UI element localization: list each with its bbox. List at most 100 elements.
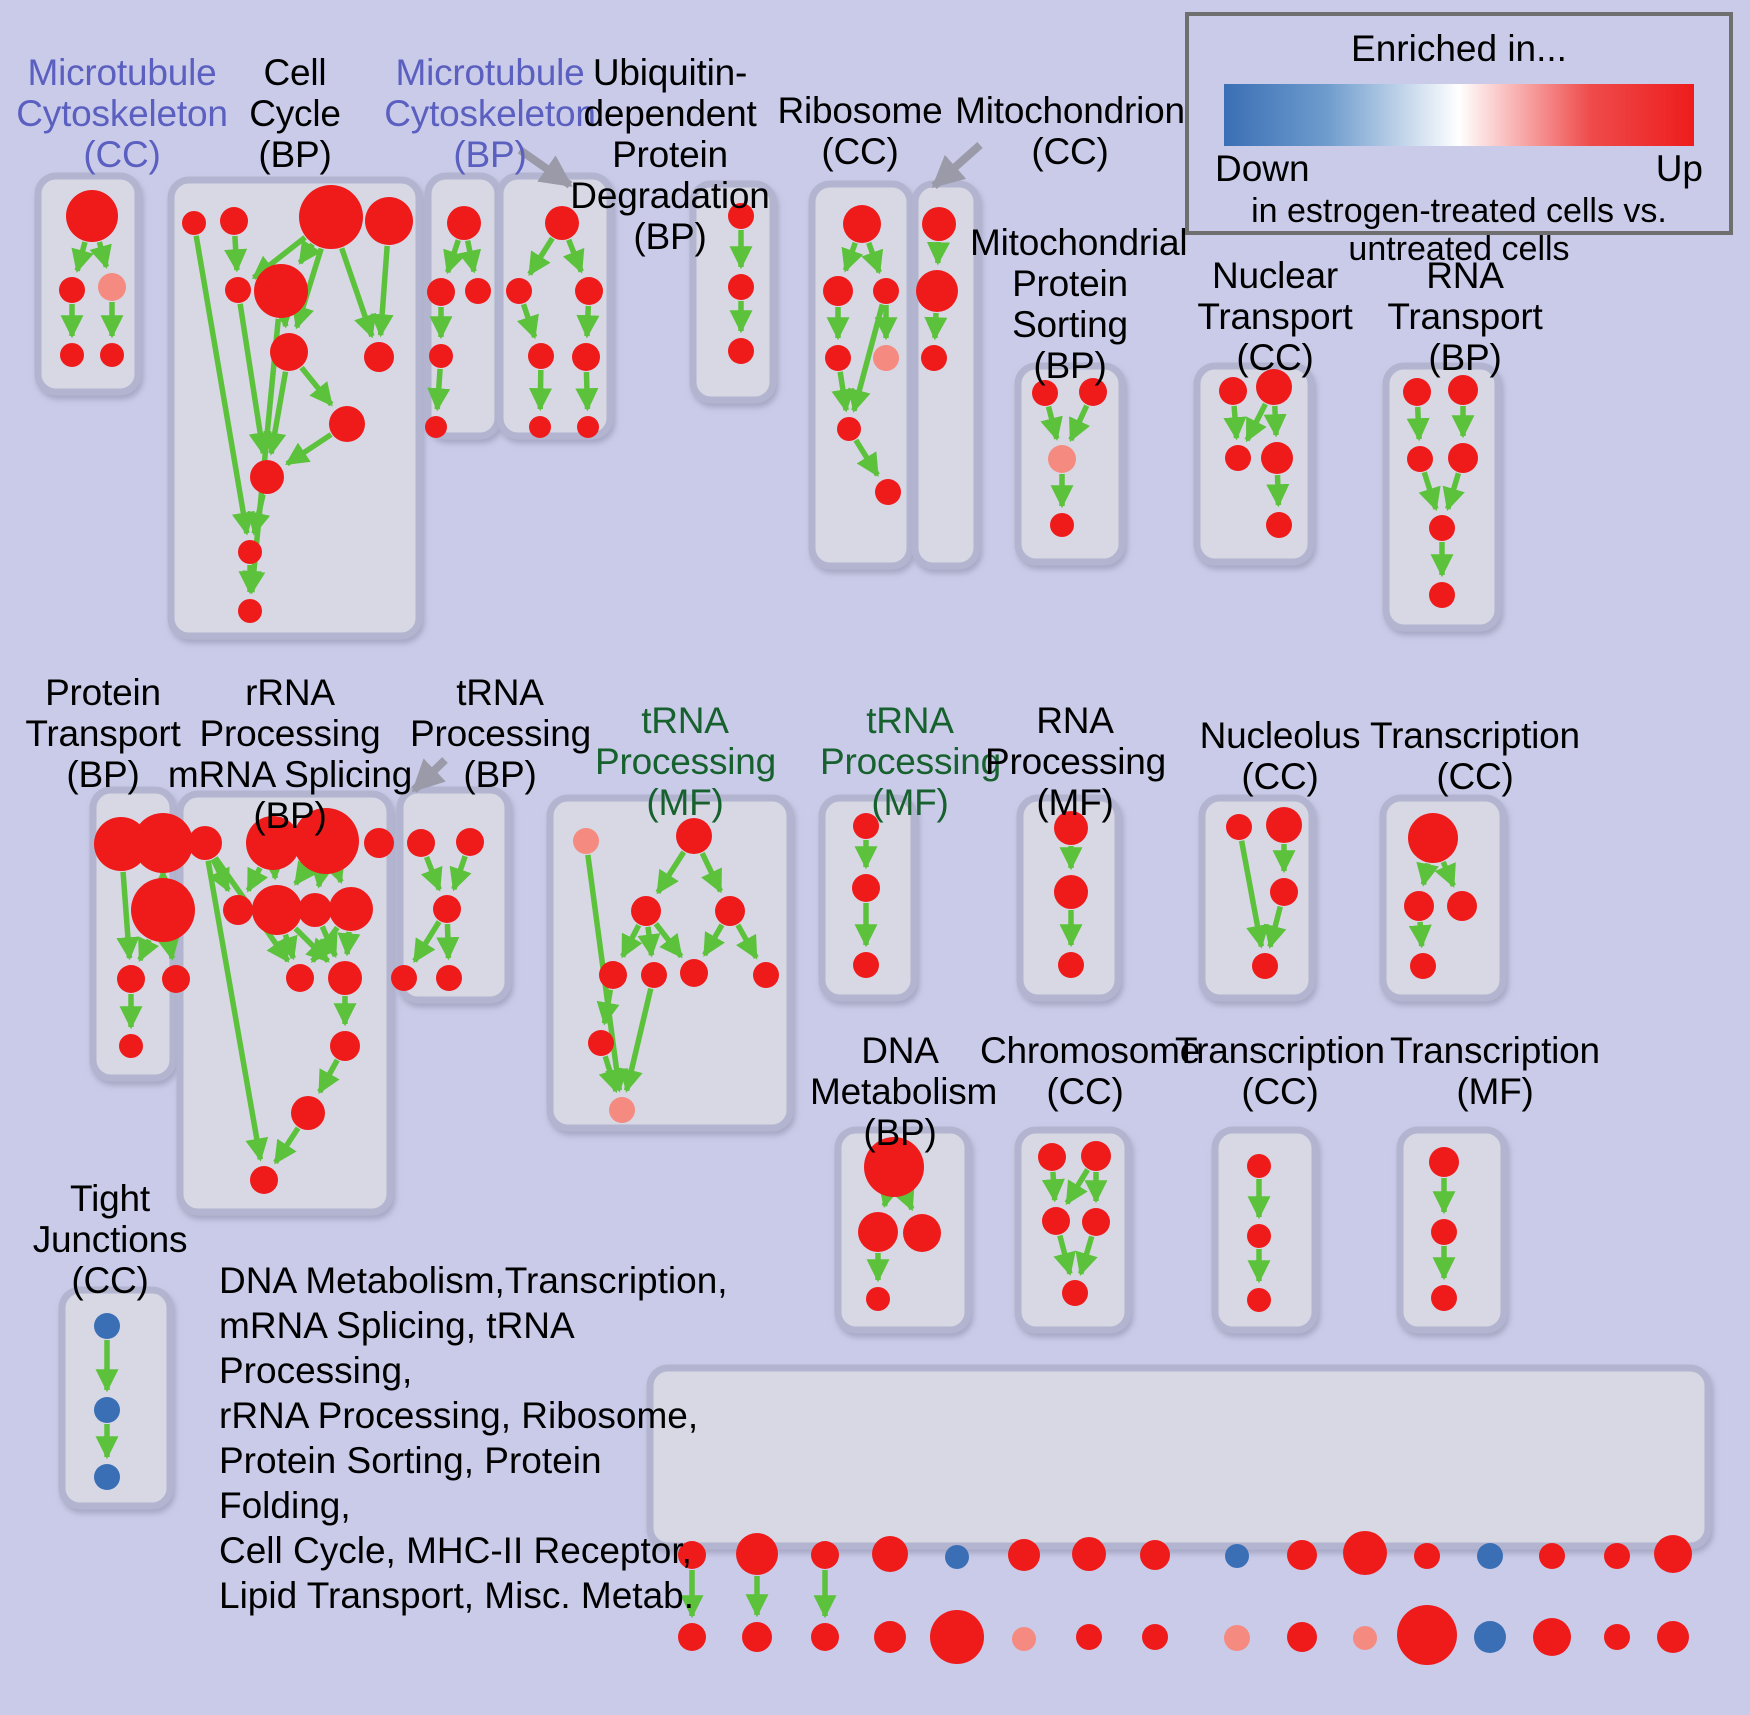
graph-node[interactable] xyxy=(575,277,603,305)
graph-node[interactable] xyxy=(270,333,308,371)
graph-node[interactable] xyxy=(1353,1626,1377,1650)
graph-node[interactable] xyxy=(1270,878,1298,906)
graph-node[interactable] xyxy=(678,1541,706,1569)
graph-node[interactable] xyxy=(853,952,879,978)
graph-node[interactable] xyxy=(188,826,222,860)
graph-node[interactable] xyxy=(1247,1224,1271,1248)
graph-node[interactable] xyxy=(1050,513,1074,537)
graph-node[interactable] xyxy=(223,895,253,925)
graph-node[interactable] xyxy=(843,205,881,243)
graph-node[interactable] xyxy=(1219,377,1247,405)
graph-node[interactable] xyxy=(291,1096,325,1130)
graph-node[interactable] xyxy=(903,1214,941,1252)
graph-node[interactable] xyxy=(1654,1535,1692,1573)
graph-node[interactable] xyxy=(680,959,708,987)
graph-node[interactable] xyxy=(853,813,879,839)
graph-node[interactable] xyxy=(98,273,126,301)
graph-node[interactable] xyxy=(736,1533,778,1575)
graph-node[interactable] xyxy=(119,1034,143,1058)
graph-node[interactable] xyxy=(588,1030,614,1056)
graph-node[interactable] xyxy=(1247,1288,1271,1312)
graph-node[interactable] xyxy=(1008,1539,1040,1571)
graph-node[interactable] xyxy=(447,206,481,240)
graph-node[interactable] xyxy=(825,345,851,371)
graph-node[interactable] xyxy=(1261,442,1293,474)
graph-node[interactable] xyxy=(753,962,779,988)
graph-node[interactable] xyxy=(1431,1219,1457,1245)
graph-node[interactable] xyxy=(1062,1280,1088,1306)
graph-node[interactable] xyxy=(254,264,308,318)
graph-node[interactable] xyxy=(1397,1605,1457,1665)
graph-node[interactable] xyxy=(1266,512,1292,538)
graph-node[interactable] xyxy=(220,207,248,235)
graph-node[interactable] xyxy=(866,1287,890,1311)
graph-node[interactable] xyxy=(930,1610,984,1664)
graph-node[interactable] xyxy=(1082,1208,1110,1236)
graph-node[interactable] xyxy=(364,828,394,858)
graph-node[interactable] xyxy=(873,278,899,304)
graph-node[interactable] xyxy=(1252,953,1278,979)
graph-node[interactable] xyxy=(1054,811,1088,845)
graph-node[interactable] xyxy=(131,878,195,942)
graph-node[interactable] xyxy=(238,540,262,564)
graph-node[interactable] xyxy=(1140,1540,1170,1570)
graph-node[interactable] xyxy=(1012,1627,1036,1651)
graph-node[interactable] xyxy=(436,965,462,991)
graph-node[interactable] xyxy=(1403,378,1431,406)
graph-node[interactable] xyxy=(1604,1624,1630,1650)
graph-node[interactable] xyxy=(1431,1285,1457,1311)
graph-node[interactable] xyxy=(117,965,145,993)
graph-node[interactable] xyxy=(246,816,300,870)
graph-node[interactable] xyxy=(1076,1624,1102,1650)
graph-node[interactable] xyxy=(1448,375,1478,405)
graph-node[interactable] xyxy=(1048,445,1076,473)
graph-node[interactable] xyxy=(858,1212,898,1252)
graph-node[interactable] xyxy=(1533,1618,1571,1656)
graph-node[interactable] xyxy=(1429,582,1455,608)
graph-node[interactable] xyxy=(391,965,417,991)
graph-node[interactable] xyxy=(852,874,880,902)
graph-node[interactable] xyxy=(365,197,413,245)
graph-node[interactable] xyxy=(456,828,484,856)
graph-node[interactable] xyxy=(252,885,302,935)
graph-node[interactable] xyxy=(811,1541,839,1569)
graph-node[interactable] xyxy=(945,1545,969,1569)
graph-node[interactable] xyxy=(1414,1543,1440,1569)
graph-node[interactable] xyxy=(573,828,599,854)
graph-node[interactable] xyxy=(921,345,947,371)
graph-node[interactable] xyxy=(1266,807,1302,843)
graph-node[interactable] xyxy=(66,190,118,242)
graph-node[interactable] xyxy=(1054,875,1088,909)
graph-node[interactable] xyxy=(1447,891,1477,921)
graph-node[interactable] xyxy=(916,270,958,312)
graph-node[interactable] xyxy=(329,406,365,442)
graph-node[interactable] xyxy=(1404,891,1434,921)
graph-node[interactable] xyxy=(1226,814,1252,840)
graph-node[interactable] xyxy=(1079,378,1107,406)
graph-node[interactable] xyxy=(293,808,359,874)
graph-node[interactable] xyxy=(572,343,600,371)
graph-node[interactable] xyxy=(631,896,661,926)
graph-node[interactable] xyxy=(728,203,754,229)
graph-node[interactable] xyxy=(873,345,899,371)
graph-node[interactable] xyxy=(599,961,627,989)
graph-node[interactable] xyxy=(1058,952,1084,978)
graph-node[interactable] xyxy=(1657,1621,1689,1653)
graph-node[interactable] xyxy=(329,887,373,931)
graph-node[interactable] xyxy=(529,416,551,438)
graph-node[interactable] xyxy=(811,1623,839,1651)
graph-node[interactable] xyxy=(875,479,901,505)
graph-node[interactable] xyxy=(1224,1625,1250,1651)
graph-node[interactable] xyxy=(59,277,85,303)
graph-node[interactable] xyxy=(298,893,332,927)
graph-node[interactable] xyxy=(1032,380,1058,406)
graph-node[interactable] xyxy=(429,344,453,368)
graph-node[interactable] xyxy=(864,1137,924,1197)
graph-node[interactable] xyxy=(1287,1622,1317,1652)
graph-node[interactable] xyxy=(1142,1624,1168,1650)
graph-node[interactable] xyxy=(100,343,124,367)
graph-node[interactable] xyxy=(1042,1207,1070,1235)
graph-node[interactable] xyxy=(545,206,579,240)
graph-node[interactable] xyxy=(678,1623,706,1651)
graph-node[interactable] xyxy=(1429,1147,1459,1177)
